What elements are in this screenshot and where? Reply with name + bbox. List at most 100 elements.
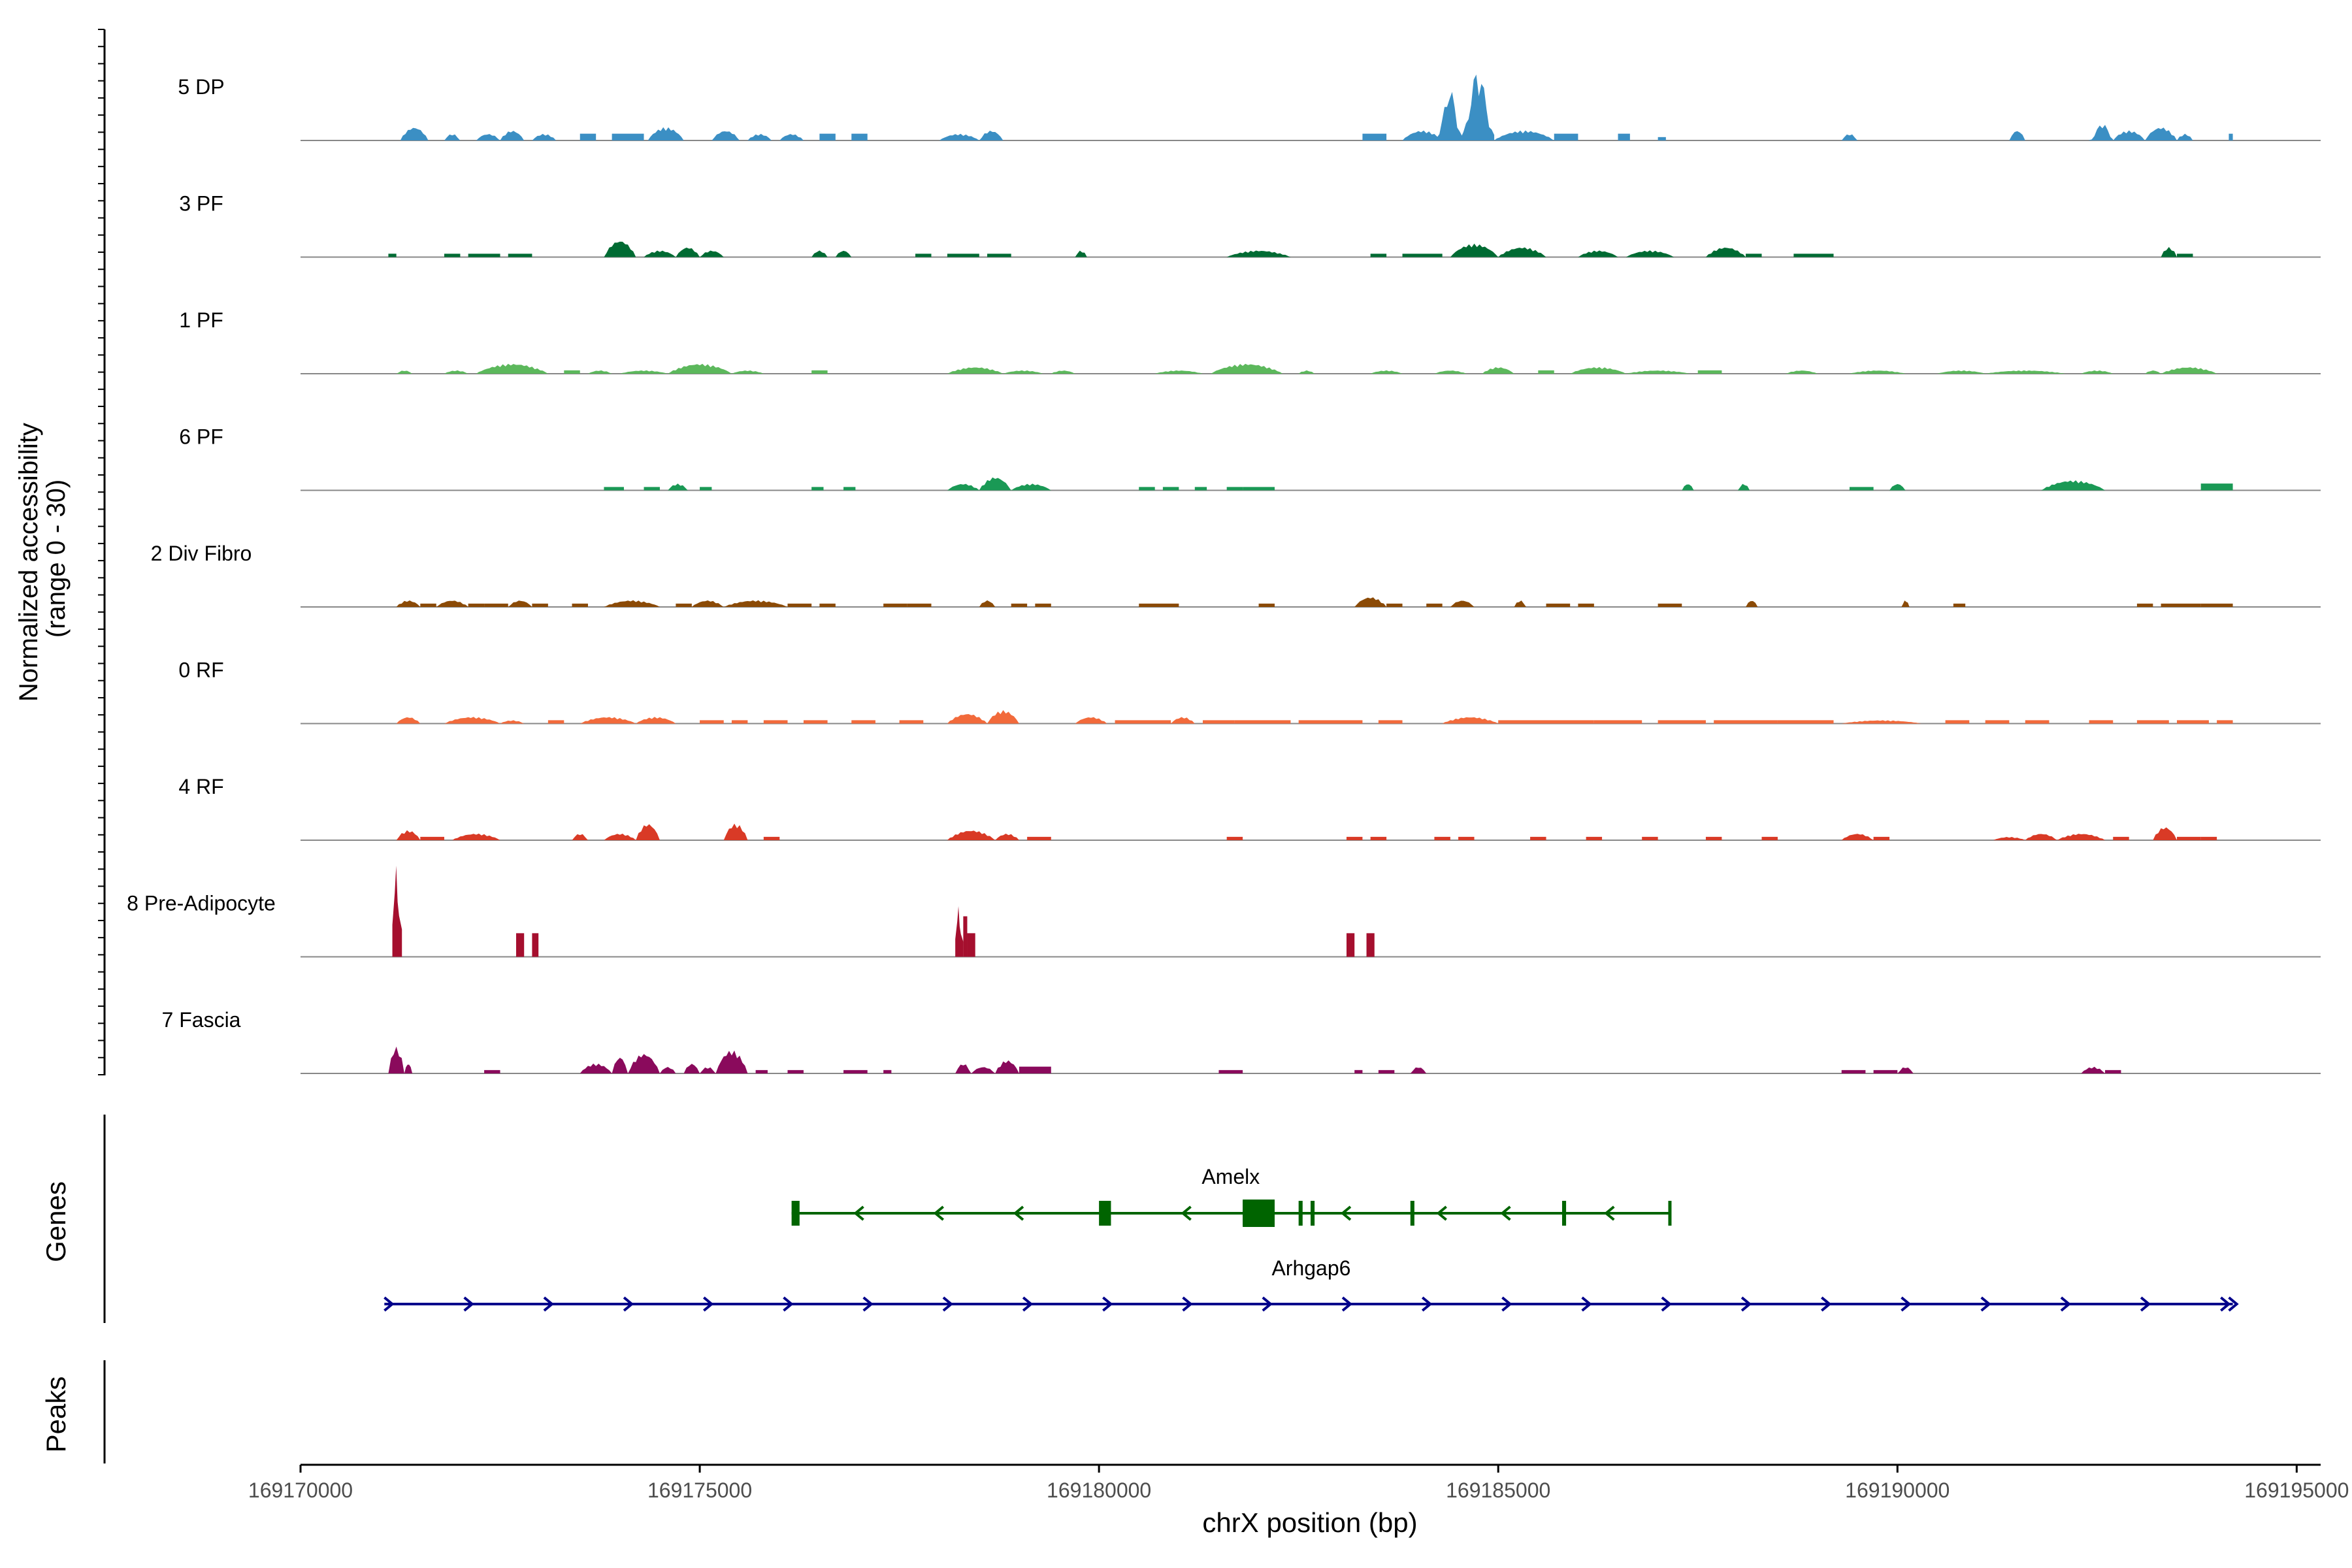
signal-peak: [444, 370, 468, 374]
signal-peak: [1841, 720, 1921, 724]
x-tick-label: 169190000: [1845, 1478, 1950, 1502]
signal-peak: [747, 133, 772, 140]
signal-peak: [1586, 836, 1603, 840]
signal-peak: [1434, 836, 1450, 840]
signal-peak: [700, 250, 724, 257]
signal-peak: [1211, 363, 1283, 374]
signal-peak: [1019, 1066, 1051, 1073]
peaks-panel-label: Peaks: [41, 1377, 71, 1453]
track-label: 6 PF: [179, 425, 223, 449]
signal-peak: [396, 600, 421, 607]
signal-peak: [1746, 601, 1758, 607]
signal-peak: [1849, 487, 1874, 491]
signal-peak: [676, 603, 692, 607]
gene-label: Amelx: [1201, 1165, 1260, 1188]
genes-panel: Amelx Arhgap6: [103, 1115, 2239, 1323]
signal-peak: [547, 720, 564, 724]
signal-peak: [2177, 836, 2201, 840]
signal-peak: [803, 720, 828, 724]
signal-peak: [711, 131, 740, 140]
signal-peak: [1761, 836, 1778, 840]
x-tick-label: 169180000: [1047, 1478, 1151, 1502]
signal-peak: [1578, 603, 1594, 607]
strand-arrow: [2220, 1296, 2231, 1312]
gene-exon: [1561, 1201, 1567, 1226]
signal-peak: [1458, 836, 1475, 840]
signal-peak: [532, 133, 557, 140]
signal-peak: [723, 600, 788, 607]
strand-arrow: [623, 1296, 634, 1312]
signal-peak: [1027, 836, 1051, 840]
signal-peak: [1402, 253, 1443, 257]
signal-peak: [1746, 253, 1762, 257]
signal-peak: [1194, 487, 1207, 491]
signal-peak: [1530, 836, 1546, 840]
signal-peak: [1538, 370, 1554, 374]
signal-peak: [683, 1064, 700, 1073]
signal-peak: [1697, 370, 1722, 374]
signal-peak: [1514, 600, 1526, 607]
x-tick-label: 169185000: [1446, 1478, 1550, 1502]
signal-peak: [899, 720, 924, 724]
signal-peak: [1889, 483, 1906, 491]
tracks-panel: 5 DP 3 PF 1 PF 6 PF 2 Div Fibro 0 RF 4 RF 8 Pre…: [98, 29, 2321, 1075]
gene-exon: [791, 1201, 800, 1226]
signal-peak: [811, 370, 828, 374]
signal-peak: [2113, 130, 2146, 140]
signal-peak: [580, 133, 596, 140]
signal-peak: [1218, 1070, 1243, 1073]
signal-peak: [515, 933, 525, 957]
strand-arrow: [1421, 1296, 1433, 1312]
signal-peak: [1075, 250, 1087, 257]
signal-peak: [1897, 1067, 1914, 1073]
gene-amelx: Amelx: [791, 1165, 1672, 1227]
signal-peak: [939, 133, 979, 140]
strand-arrow: [1604, 1205, 1615, 1221]
signal-peak: [843, 1070, 868, 1073]
signal-peak: [484, 1070, 500, 1073]
signal-peak: [676, 248, 700, 257]
signal-peak: [396, 370, 413, 374]
signal-peak: [811, 487, 824, 491]
signal-peak: [436, 600, 468, 607]
signal-peak: [2041, 480, 2106, 491]
signal-peak: [851, 720, 875, 724]
signal-peak: [1494, 130, 1554, 140]
x-tick-label: 169175000: [647, 1478, 752, 1502]
track-5-dp: 5 DP: [178, 74, 2321, 141]
gene-exon: [1410, 1201, 1414, 1226]
strand-arrow: [1022, 1296, 1034, 1312]
signal-peak: [1993, 836, 2025, 840]
strand-arrow: [1581, 1296, 1592, 1312]
signal-peak: [400, 127, 429, 140]
signal-peak: [2009, 131, 2025, 140]
signal-peak: [1386, 603, 1403, 607]
signal-peak: [668, 483, 688, 491]
signal-peak: [1226, 250, 1291, 257]
signal-peak: [1841, 134, 1858, 140]
signal-peak: [420, 836, 444, 840]
strand-arrow: [783, 1296, 794, 1312]
signal-peak: [987, 710, 1019, 724]
signal-peak: [1937, 370, 1985, 374]
signal-peak: [787, 603, 812, 607]
strand-arrow: [1820, 1296, 1832, 1312]
signal-peak: [604, 600, 660, 607]
signal-peak: [1426, 603, 1443, 607]
track-label: 4 RF: [178, 775, 223, 798]
signal-peak: [691, 600, 724, 607]
signal-peak: [1737, 483, 1750, 491]
strand-arrow: [703, 1296, 714, 1312]
strand-arrow: [2140, 1296, 2151, 1312]
signal-peak: [484, 603, 508, 607]
signal-peak: [987, 253, 1011, 257]
signal-peak: [963, 916, 968, 957]
signal-peak: [1346, 933, 1355, 957]
signal-peak: [1162, 487, 1179, 491]
signal-peak: [604, 834, 636, 840]
signal-peak: [500, 131, 525, 140]
signal-peak: [2081, 370, 2114, 374]
genes-panel-label: Genes: [41, 1181, 71, 1262]
signal-peak: [1434, 91, 1463, 140]
signal-peak: [2105, 1070, 2121, 1073]
